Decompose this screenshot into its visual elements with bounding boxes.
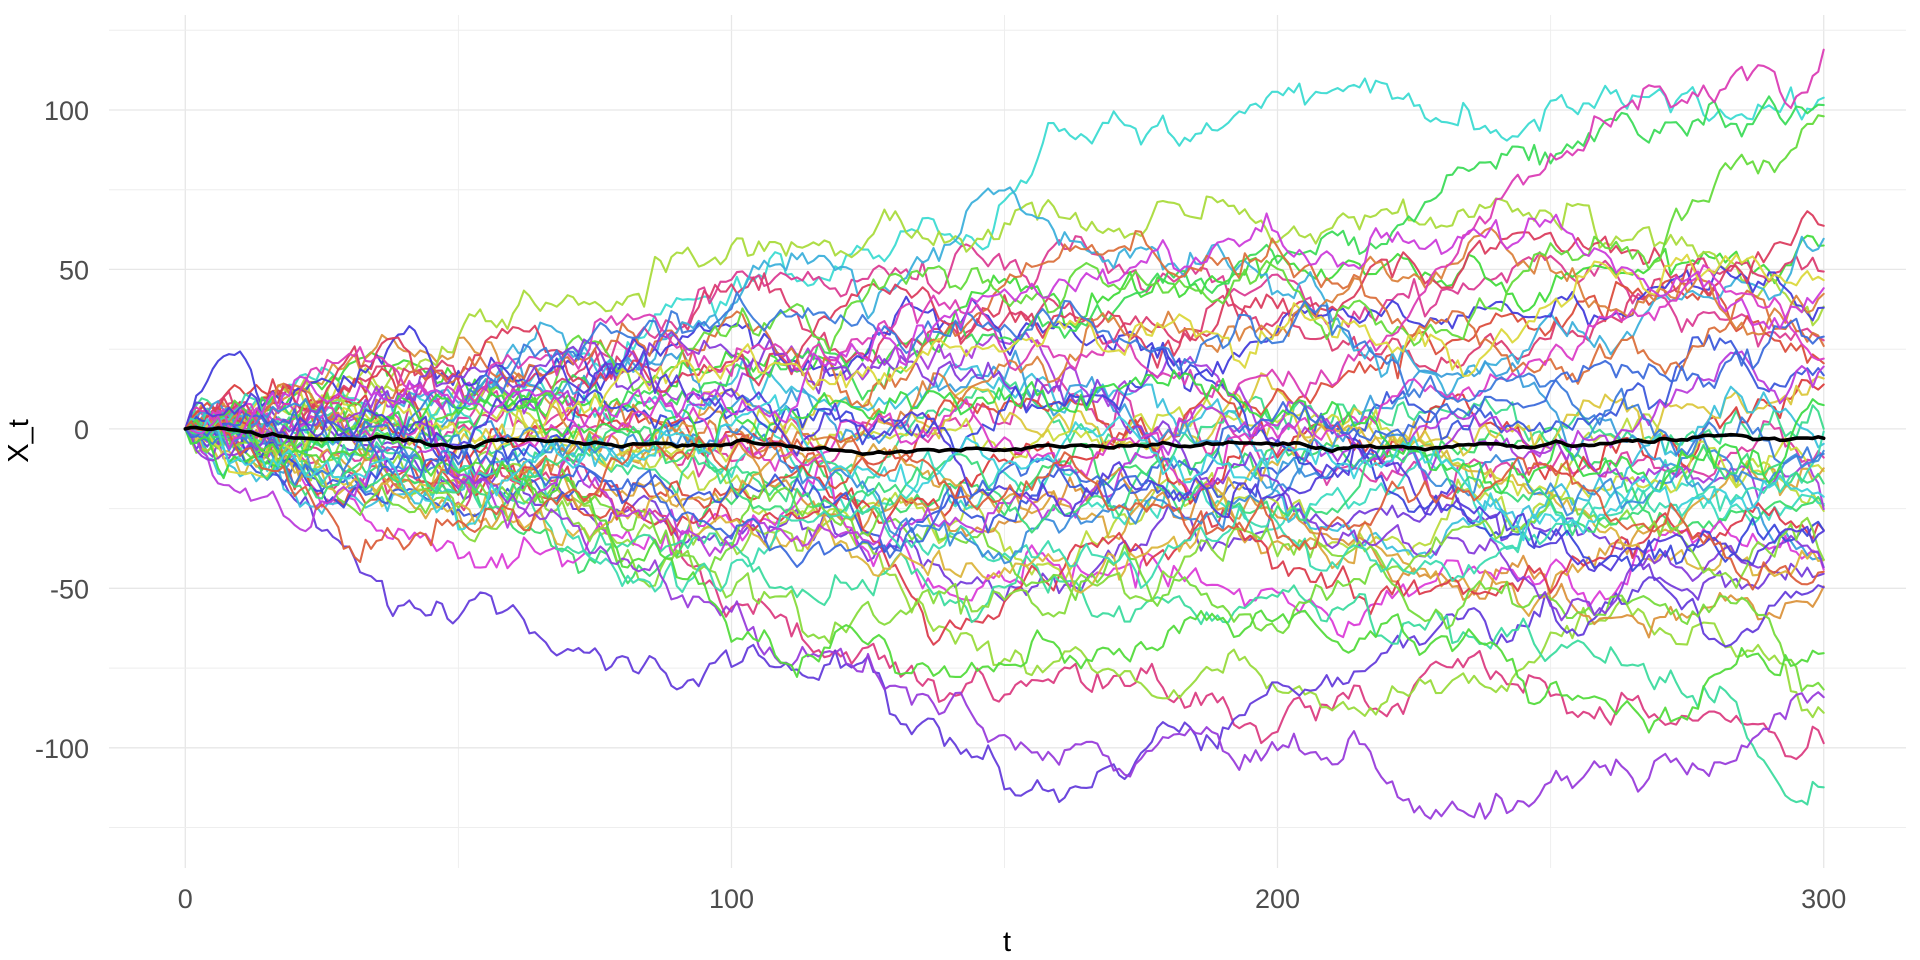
svg-text:200: 200 [1255, 884, 1300, 914]
svg-text:-50: -50 [50, 574, 89, 604]
svg-text:100: 100 [709, 884, 754, 914]
svg-text:0: 0 [74, 415, 89, 445]
svg-text:50: 50 [59, 255, 89, 285]
svg-text:100: 100 [44, 96, 89, 126]
svg-text:t: t [1003, 926, 1011, 958]
svg-text:-100: -100 [35, 734, 89, 764]
svg-text:X_t: X_t [3, 419, 35, 463]
svg-text:300: 300 [1801, 884, 1846, 914]
svg-text:0: 0 [178, 884, 193, 914]
